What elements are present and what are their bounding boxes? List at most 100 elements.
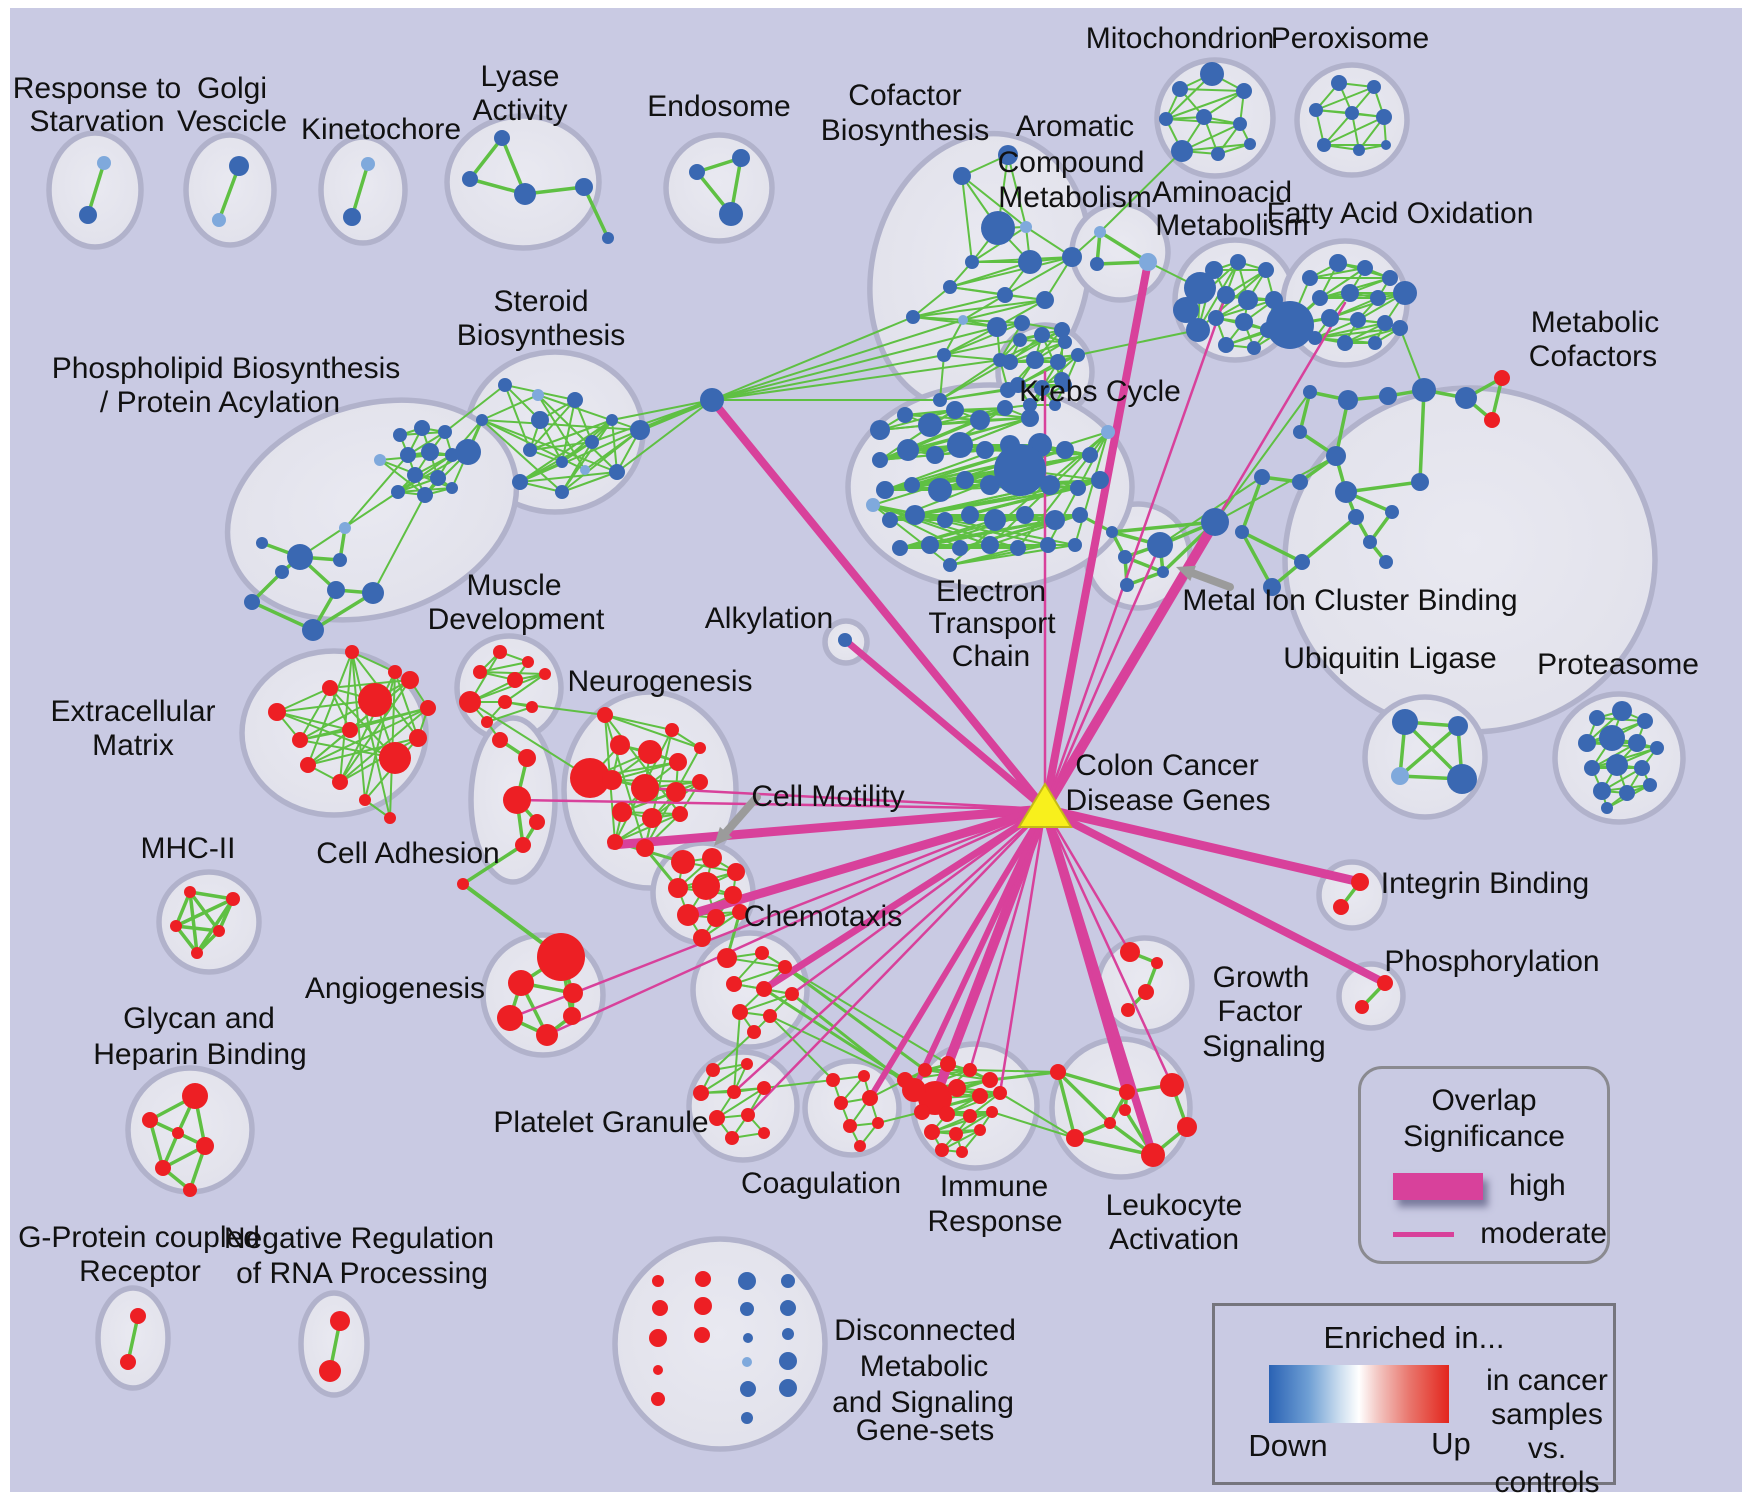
cluster-label-phosphorylation: Phosphorylation	[1384, 945, 1599, 978]
gene-set-node	[409, 729, 427, 747]
coexpression-edge	[1074, 431, 1109, 546]
gene-set-node	[1120, 942, 1140, 962]
gene-set-node	[1049, 399, 1061, 411]
coexpression-edge	[941, 1129, 981, 1151]
gene-set-node	[539, 668, 551, 680]
coexpression-edge	[1344, 480, 1422, 494]
gene-set-node	[1393, 281, 1417, 305]
gene-set-node	[602, 232, 614, 244]
gene-set-node	[455, 439, 481, 465]
gene-set-node	[358, 683, 392, 717]
coexpression-edge	[912, 294, 1006, 318]
gene-set-node	[1455, 387, 1477, 409]
coexpression-edge	[1004, 256, 1073, 296]
gene-set-node	[1104, 1117, 1116, 1129]
gene-set-node	[1379, 555, 1393, 569]
gene-set-node	[476, 414, 488, 426]
coexpression-edge	[1098, 230, 1150, 264]
gene-set-node	[1230, 254, 1246, 270]
coexpression-edge	[195, 897, 235, 955]
gene-set-node	[897, 439, 919, 461]
gene-set-node	[747, 1025, 761, 1039]
gene-set-node	[563, 1007, 581, 1025]
coexpression-edge	[711, 319, 964, 401]
gene-set-node	[726, 976, 742, 992]
gene-set-node	[1593, 782, 1611, 800]
gene-set-node	[965, 255, 979, 269]
coexpression-edge	[604, 714, 701, 749]
gene-set-node	[695, 1271, 711, 1287]
gene-set-node	[693, 1085, 709, 1101]
coexpression-edge	[307, 651, 353, 766]
overlap-edge-moderate	[968, 807, 1047, 1072]
gene-set-node	[1172, 81, 1188, 97]
gene-set-node	[575, 178, 593, 196]
gene-set-node	[843, 1119, 857, 1133]
gene-set-node	[826, 1073, 840, 1087]
gene-set-node	[1147, 532, 1173, 558]
gene-set-node	[563, 983, 583, 1003]
overlap-edge-moderate	[508, 807, 1047, 1020]
gene-set-node	[700, 388, 724, 412]
gene-set-node	[924, 1124, 940, 1140]
gene-set-node	[947, 432, 973, 458]
overlap-edge-moderate	[1043, 543, 1162, 811]
coexpression-edge	[481, 419, 563, 493]
gene-set-node	[918, 1063, 932, 1077]
gene-set-node	[838, 633, 852, 647]
coexpression-edge	[188, 890, 199, 955]
gene-set-node	[302, 619, 324, 641]
coexpression-edge	[1077, 329, 1199, 356]
coexpression-edge	[1056, 1070, 1129, 1094]
coexpression-edge	[1110, 520, 1217, 534]
coexpression-edge	[584, 429, 641, 471]
gene-set-node	[446, 482, 458, 494]
gene-set-node	[610, 735, 630, 755]
node-layer	[79, 62, 1664, 1424]
gene-set-node	[1071, 348, 1085, 362]
gene-set-node	[1040, 537, 1056, 553]
gene-set-node	[1186, 318, 1210, 342]
gene-set-node	[1177, 1117, 1197, 1137]
gene-set-node	[1235, 525, 1249, 539]
gene-set-node	[1338, 390, 1358, 410]
gene-set-node	[862, 1090, 878, 1106]
gene-set-node	[1448, 716, 1468, 736]
cluster-label-immune-1: Immune	[940, 1170, 1048, 1203]
gene-set-node	[756, 981, 772, 997]
coexpression-edge	[1017, 354, 1079, 386]
overlap-edge-high	[708, 396, 1049, 813]
coexpression-edge	[1398, 724, 1460, 778]
coexpression-edge	[946, 1092, 1001, 1115]
gene-set-node	[292, 732, 308, 748]
gene-set-node	[327, 581, 345, 599]
cluster-label-muscle-1: Muscle	[466, 569, 561, 602]
gene-set-node	[1201, 508, 1229, 536]
gene-set-node	[597, 707, 613, 723]
gene-set-node	[580, 465, 590, 475]
gene-set-node	[1151, 957, 1163, 969]
gene-set-node	[1385, 505, 1399, 519]
gene-set-node	[1392, 709, 1418, 735]
coexpression-edge	[481, 419, 641, 431]
gene-set-node	[1034, 380, 1050, 396]
gene-set-node	[536, 1024, 558, 1046]
gene-set-node	[1235, 313, 1253, 331]
gene-set-node	[948, 1079, 966, 1097]
gene-set-node	[956, 1146, 968, 1158]
gene-set-node	[653, 1365, 663, 1375]
gene-set-node	[993, 1086, 1007, 1100]
coexpression-edge	[1329, 292, 1406, 319]
gene-set-node	[1367, 80, 1381, 94]
coexpression-edge	[733, 1011, 741, 1093]
gene-set-node	[1058, 335, 1072, 349]
gene-set-node	[926, 446, 944, 464]
gene-set-node	[692, 774, 708, 790]
gene-set-node	[602, 770, 622, 790]
gene-set-node	[212, 213, 226, 227]
cluster-label-mhc-ii: MHC-II	[141, 832, 236, 865]
coexpression-edge	[350, 162, 370, 219]
cluster-label-golgi-vescicle-2: Vescicle	[177, 105, 287, 138]
gene-set-node	[725, 1131, 739, 1145]
